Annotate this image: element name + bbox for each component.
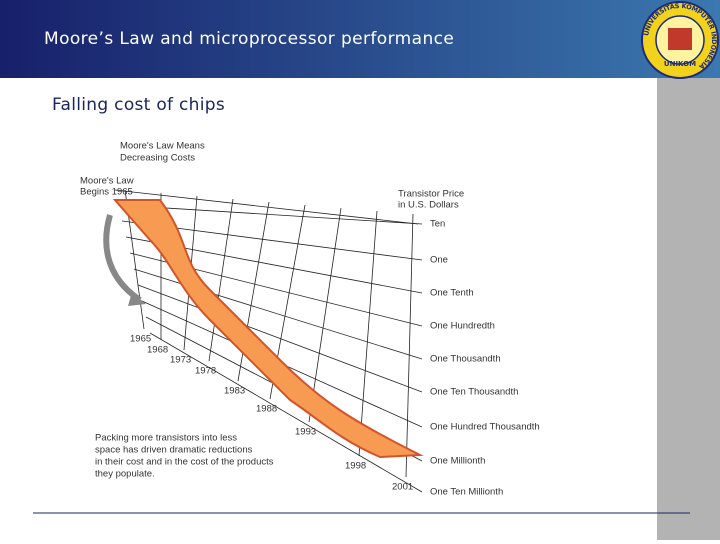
year-label: 1968 bbox=[147, 345, 168, 356]
price-label: One Hundredth bbox=[430, 321, 495, 332]
year-label: 1973 bbox=[170, 355, 191, 366]
price-label: Ten bbox=[430, 219, 445, 230]
year-line bbox=[358, 210, 378, 457]
price-label: One Tenth bbox=[430, 288, 474, 299]
price-line bbox=[149, 332, 423, 493]
cost-band bbox=[112, 199, 424, 459]
price-label: One Thousandth bbox=[430, 354, 501, 365]
year-label: 1983 bbox=[224, 386, 245, 397]
arrow-head bbox=[128, 292, 146, 306]
axis-title: in U.S. Dollars bbox=[398, 200, 459, 211]
year-label: 2001 bbox=[392, 482, 413, 493]
start-label: Moore's Law bbox=[80, 176, 134, 187]
price-line bbox=[133, 268, 423, 360]
slide-title: Moore’s Law and microprocessor performan… bbox=[44, 29, 454, 49]
year-line bbox=[405, 213, 414, 478]
caption-line: space has driven dramatic reductions bbox=[95, 445, 253, 456]
caption-line: Packing more transistors into less bbox=[95, 433, 237, 444]
price-line bbox=[117, 204, 423, 225]
side-strip bbox=[657, 78, 720, 540]
logo: UNIVERSITAS KOMPUTER INDONESIA UNIKOM bbox=[641, 1, 719, 79]
price-label: One Hundred Thousandth bbox=[430, 422, 540, 433]
figure-title: Decreasing Costs bbox=[120, 153, 195, 164]
price-label: One Millionth bbox=[430, 456, 485, 467]
year-label: 1993 bbox=[295, 427, 316, 438]
price-label: One Ten Millionth bbox=[430, 487, 503, 498]
curved-arrow bbox=[103, 214, 142, 303]
logo-name: UNIKOM bbox=[664, 60, 696, 68]
logo-emblem bbox=[668, 28, 692, 50]
header-band bbox=[0, 0, 720, 78]
price-label: One Ten Thousandth bbox=[430, 387, 518, 398]
start-label: Begins 1965 bbox=[80, 187, 133, 198]
caption-line: they populate. bbox=[95, 469, 155, 480]
caption-line: in their cost and in the cost of the pro… bbox=[95, 457, 274, 468]
slide-subtitle: Falling cost of chips bbox=[52, 95, 225, 115]
year-label: 1965 bbox=[130, 334, 151, 345]
year-line bbox=[208, 198, 234, 362]
year-label: 1988 bbox=[256, 404, 277, 415]
figure bbox=[103, 199, 424, 459]
year-line bbox=[308, 207, 342, 423]
price-label: One bbox=[430, 255, 448, 266]
top-edge bbox=[114, 189, 419, 225]
price-line bbox=[137, 284, 423, 393]
axis-title: Transistor Price bbox=[398, 189, 464, 200]
year-label: 1978 bbox=[195, 366, 216, 377]
year-label: 1998 bbox=[345, 461, 366, 472]
figure-title: Moore's Law Means bbox=[120, 141, 205, 152]
